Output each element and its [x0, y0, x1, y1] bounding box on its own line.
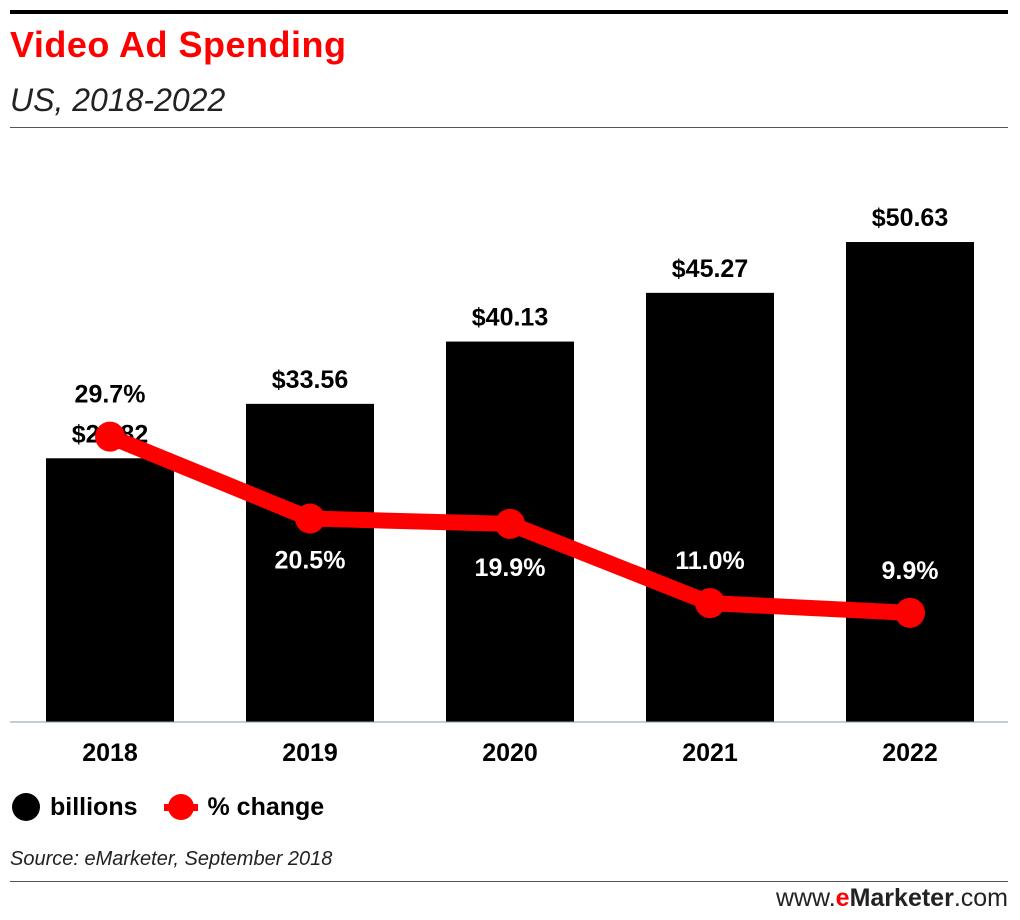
percent-marker-2022 [895, 597, 925, 628]
bar-2021 [646, 292, 774, 722]
chart-subtitle: US, 2018-2022 [10, 82, 226, 118]
percent-marker-2021 [695, 588, 725, 619]
percent-marker-2020 [495, 508, 525, 539]
bar-value-label: $50.63 [872, 204, 948, 232]
x-tick-label: 2018 [82, 739, 138, 767]
x-tick-label: 2019 [282, 739, 338, 767]
legend-line-swatch-icon [163, 793, 198, 821]
chart-canvas: $27.82$33.56$40.13$45.27$50.6329.7%20.5%… [10, 204, 1008, 767]
bar-2019 [246, 403, 374, 722]
percent-marker-2018 [95, 421, 125, 452]
bar-2018 [46, 458, 174, 722]
bar-value-label: $45.27 [672, 255, 748, 283]
percent-value-label: 9.9% [882, 557, 939, 585]
top-rule [10, 10, 1008, 14]
brand-logo: www.eMarketer.com [775, 884, 1008, 912]
x-tick-label: 2022 [882, 739, 938, 767]
percent-value-label: 11.0% [675, 547, 745, 575]
chart-title: Video Ad Spending [10, 24, 347, 65]
source-note: Source: eMarketer, September 2018 [10, 848, 333, 870]
legend-label-billions: billions [50, 792, 138, 821]
legend-bar-swatch-icon [12, 793, 40, 821]
legend-label-change: % change [207, 792, 325, 821]
header-divider [10, 127, 1008, 128]
x-tick-label: 2021 [682, 739, 738, 767]
legend-item-billions: billions [12, 793, 138, 822]
bar-2022 [846, 242, 974, 723]
bar-value-label: $33.56 [272, 366, 348, 394]
legend: billions % change [12, 790, 350, 824]
percent-value-label: 19.9% [475, 554, 546, 582]
bar-value-label: $40.13 [472, 304, 548, 332]
percent-value-label: 29.7% [75, 381, 146, 409]
footer-divider [10, 881, 1008, 882]
percent-marker-2019 [295, 503, 325, 534]
x-tick-label: 2020 [482, 739, 538, 767]
percent-value-label: 20.5% [275, 547, 346, 575]
legend-item-change: % change [163, 792, 325, 822]
